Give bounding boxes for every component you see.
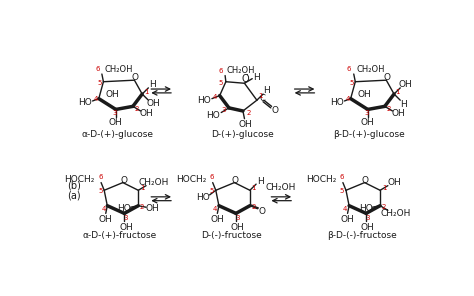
Text: OH: OH <box>231 223 245 232</box>
Text: 6: 6 <box>210 174 214 180</box>
Text: 2: 2 <box>382 204 386 210</box>
Text: α-D-(+)-fructose: α-D-(+)-fructose <box>82 231 157 240</box>
Text: 2: 2 <box>140 204 145 210</box>
Text: 4: 4 <box>93 96 98 102</box>
Text: O: O <box>120 176 127 185</box>
Text: 1: 1 <box>252 185 256 191</box>
Text: OH: OH <box>341 215 355 224</box>
Text: β-D-(+)-glucose: β-D-(+)-glucose <box>333 130 405 139</box>
Text: 1: 1 <box>144 89 148 96</box>
Text: 4: 4 <box>212 94 217 100</box>
Text: 3: 3 <box>221 107 226 113</box>
Text: 3: 3 <box>113 110 117 116</box>
Text: HO: HO <box>78 98 91 107</box>
Text: CH₂OH: CH₂OH <box>381 209 411 218</box>
Text: OH: OH <box>387 178 401 187</box>
Text: 6: 6 <box>347 66 351 73</box>
Text: 3: 3 <box>365 215 370 221</box>
Text: 4: 4 <box>101 206 106 212</box>
Text: 2: 2 <box>135 106 139 112</box>
Text: 3: 3 <box>124 215 128 221</box>
Text: CH₂OH: CH₂OH <box>357 65 385 74</box>
Text: OH: OH <box>119 223 133 232</box>
Text: HO: HO <box>359 204 373 213</box>
Text: OH: OH <box>146 204 159 213</box>
Text: 4: 4 <box>346 96 350 102</box>
Text: HOCH₂: HOCH₂ <box>176 175 207 184</box>
Text: HO: HO <box>118 204 131 213</box>
Text: 1: 1 <box>396 89 400 96</box>
Text: 5: 5 <box>219 80 223 86</box>
Text: 5: 5 <box>349 80 354 86</box>
Text: CH₂OH: CH₂OH <box>265 183 296 192</box>
Text: 1: 1 <box>140 185 145 191</box>
Text: D-(+)-glucose: D-(+)-glucose <box>211 130 274 139</box>
Text: O: O <box>259 207 266 216</box>
Text: OH: OH <box>106 89 119 99</box>
Text: H: H <box>263 86 270 95</box>
Text: H: H <box>400 99 407 109</box>
Text: HOCH₂: HOCH₂ <box>64 175 95 184</box>
Text: 5: 5 <box>340 188 344 194</box>
Text: CH₂OH: CH₂OH <box>227 66 255 75</box>
Text: (b): (b) <box>67 181 81 191</box>
Text: O: O <box>132 73 139 82</box>
Text: HO: HO <box>197 96 211 105</box>
Text: CH₂OH: CH₂OH <box>105 65 134 74</box>
Text: O: O <box>232 176 239 185</box>
Text: 5: 5 <box>210 188 214 194</box>
Text: H: H <box>254 73 260 82</box>
Text: 6: 6 <box>219 68 223 74</box>
Text: 6: 6 <box>340 174 345 180</box>
Text: H: H <box>149 80 155 89</box>
Text: H: H <box>257 176 264 186</box>
Text: OH: OH <box>398 80 412 89</box>
Text: 2: 2 <box>246 110 250 116</box>
Text: HOCH₂: HOCH₂ <box>306 175 337 184</box>
Text: HO: HO <box>330 98 344 107</box>
Text: OH: OH <box>238 120 252 128</box>
Text: OH: OH <box>392 109 406 118</box>
Text: OH: OH <box>210 215 224 224</box>
Text: OH: OH <box>140 109 154 118</box>
Text: 3: 3 <box>365 110 369 116</box>
Text: 2: 2 <box>252 204 256 210</box>
Text: 1: 1 <box>382 185 386 191</box>
Text: Ö: Ö <box>241 74 249 84</box>
Text: β-D-(-)-fructose: β-D-(-)-fructose <box>327 231 396 240</box>
Text: 1: 1 <box>258 93 262 99</box>
Text: OH: OH <box>361 223 374 232</box>
Text: (a): (a) <box>67 191 81 201</box>
Text: 4: 4 <box>213 206 217 212</box>
Text: OH: OH <box>358 89 372 99</box>
Text: HO: HO <box>207 111 220 120</box>
Text: α-D-(+)-glucose: α-D-(+)-glucose <box>82 130 154 139</box>
Text: 2: 2 <box>386 106 391 112</box>
Text: 3: 3 <box>235 215 240 221</box>
Text: OH: OH <box>361 118 374 127</box>
Text: 6: 6 <box>98 174 102 180</box>
Text: O: O <box>271 106 278 115</box>
Text: 5: 5 <box>98 188 102 194</box>
Text: CH₂OH: CH₂OH <box>138 178 169 187</box>
Text: 6: 6 <box>95 66 100 73</box>
Text: OH: OH <box>109 118 123 127</box>
Text: 5: 5 <box>97 80 102 86</box>
Text: OH: OH <box>99 215 113 224</box>
Text: 4: 4 <box>343 206 347 212</box>
Text: D-(-)-fructose: D-(-)-fructose <box>201 231 262 240</box>
Text: HO: HO <box>197 194 210 202</box>
Text: OH: OH <box>146 99 160 108</box>
Text: C: C <box>259 94 265 103</box>
Text: O: O <box>362 176 369 185</box>
Text: O: O <box>383 73 391 82</box>
